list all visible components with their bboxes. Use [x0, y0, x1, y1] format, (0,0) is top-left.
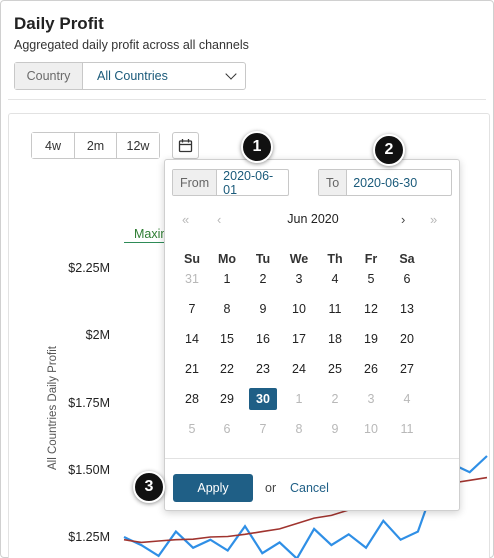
first-month-icon[interactable]: «: [182, 212, 190, 227]
calendar-day[interactable]: 1: [295, 392, 303, 406]
calendar-icon: [178, 139, 193, 153]
weekday-header: We: [289, 252, 309, 266]
weekday-header: Th: [327, 252, 343, 266]
country-select-value: All Countries: [97, 69, 168, 83]
calendar-day[interactable]: 16: [256, 332, 270, 346]
weekday-header: Sa: [399, 252, 415, 266]
calendar-day[interactable]: 31: [185, 272, 199, 286]
calendar-day[interactable]: 21: [185, 362, 199, 376]
calendar-day[interactable]: 8: [295, 422, 303, 436]
calendar-day[interactable]: 6: [403, 272, 411, 286]
calendar-day[interactable]: 27: [400, 362, 414, 376]
page-subtitle: Aggregated daily profit across all chann…: [14, 38, 249, 52]
country-filter[interactable]: Country All Countries: [14, 62, 246, 90]
calendar-day[interactable]: 6: [223, 422, 231, 436]
prev-month-icon[interactable]: ‹: [217, 212, 222, 227]
from-date-field[interactable]: From 2020-06-01: [172, 168, 289, 197]
to-label: To: [319, 170, 348, 195]
callout-badge-1: 1: [241, 131, 273, 163]
calendar-day[interactable]: 17: [292, 332, 306, 346]
divider: [8, 99, 486, 100]
calendar-day[interactable]: 24: [292, 362, 306, 376]
to-date-field[interactable]: To 2020-06-30: [318, 169, 452, 196]
weekday-header: Su: [184, 252, 200, 266]
y-tick: $2.25M: [68, 261, 110, 275]
calendar-day[interactable]: 13: [400, 302, 414, 316]
calendar-day[interactable]: 4: [403, 392, 411, 406]
calendar-day[interactable]: 22: [220, 362, 234, 376]
calendar-day[interactable]: 18: [328, 332, 342, 346]
calendar-day[interactable]: 7: [259, 422, 267, 436]
or-text: or: [265, 481, 277, 495]
divider: [165, 458, 459, 459]
calendar-day[interactable]: 2: [259, 272, 267, 286]
y-tick: $1.50M: [68, 463, 110, 477]
next-month-icon[interactable]: ›: [401, 212, 406, 227]
y-tick: $2M: [85, 328, 110, 342]
callout-badge-3: 3: [133, 471, 165, 503]
calendar-day[interactable]: 25: [328, 362, 342, 376]
y-tick: $1.25M: [68, 530, 110, 544]
to-date-input[interactable]: 2020-06-30: [353, 175, 418, 190]
calendar-day[interactable]: 5: [188, 422, 196, 436]
calendar-day[interactable]: 10: [292, 302, 306, 316]
calendar-day[interactable]: 14: [185, 332, 199, 346]
callout-badge-2: 2: [373, 134, 405, 166]
calendar-day[interactable]: 5: [367, 272, 375, 286]
calendar-day[interactable]: 3: [367, 392, 375, 406]
page-title: Daily Profit: [14, 14, 104, 33]
country-filter-label: Country: [15, 63, 83, 89]
apply-button[interactable]: Apply: [173, 474, 253, 502]
calendar-day[interactable]: 2: [331, 392, 339, 406]
range-button-4w[interactable]: 4w: [32, 133, 75, 158]
weekday-header: Tu: [255, 252, 271, 266]
weekday-header: Fr: [364, 252, 378, 266]
month-label: Jun 2020: [287, 212, 339, 226]
calendar-day[interactable]: 11: [400, 422, 414, 436]
country-select[interactable]: All Countries: [83, 63, 245, 89]
calendar-day[interactable]: 7: [188, 302, 196, 316]
date-range-picker: From 2020-06-01 To 2020-06-30 « ‹ Jun 20…: [164, 159, 460, 511]
y-tick: $1.75M: [68, 396, 110, 410]
range-button-12w[interactable]: 12w: [117, 133, 159, 158]
calendar-day[interactable]: 28: [185, 392, 199, 406]
calendar-day[interactable]: 12: [364, 302, 378, 316]
calendar-day[interactable]: 23: [256, 362, 270, 376]
calendar-day[interactable]: 10: [364, 422, 378, 436]
max-reference-line: [124, 242, 164, 243]
calendar-day[interactable]: 29: [220, 392, 234, 406]
calendar-day-selected[interactable]: 30: [249, 388, 277, 410]
calendar-day[interactable]: 4: [331, 272, 339, 286]
calendar-day[interactable]: 19: [364, 332, 378, 346]
calendar-day[interactable]: 3: [295, 272, 303, 286]
calendar-day[interactable]: 8: [223, 302, 231, 316]
calendar-day[interactable]: 26: [364, 362, 378, 376]
weekday-header: Mo: [217, 252, 237, 266]
from-label: From: [173, 170, 218, 195]
calendar-day[interactable]: 20: [400, 332, 414, 346]
calendar-day[interactable]: 11: [328, 302, 342, 316]
calendar-day[interactable]: 9: [259, 302, 267, 316]
calendar-day[interactable]: 1: [223, 272, 231, 286]
last-month-icon[interactable]: »: [430, 212, 438, 227]
calendar-button[interactable]: [172, 132, 199, 159]
from-date-input[interactable]: 2020-06-01: [223, 168, 274, 197]
range-button-2m[interactable]: 2m: [75, 133, 117, 158]
range-button-group: 4w 2m 12w: [31, 132, 160, 159]
cancel-link[interactable]: Cancel: [290, 481, 329, 495]
calendar-day[interactable]: 15: [220, 332, 234, 346]
legend-maximum: Maxim: [134, 227, 164, 241]
calendar-day[interactable]: 9: [331, 422, 339, 436]
